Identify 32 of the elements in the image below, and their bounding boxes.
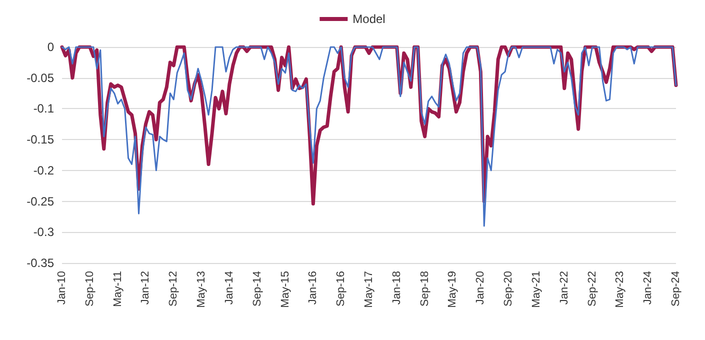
- x-tick-label: Sep-12: [168, 271, 180, 306]
- x-tick-label: May-13: [196, 271, 208, 308]
- x-tick-label: Sep-14: [251, 271, 264, 306]
- x-tick-label: May-21: [530, 271, 542, 308]
- y-tick-label: -0.05: [26, 70, 54, 85]
- x-tick-label: Jan-10: [56, 271, 68, 305]
- x-tick-label: Jan-12: [140, 271, 152, 305]
- x-tick-label: Jan-18: [390, 271, 403, 305]
- x-tick-label: May-15: [279, 271, 292, 308]
- x-tick-label: Sep-18: [418, 271, 431, 306]
- x-tick-label: Jan-24: [642, 271, 654, 305]
- x-tick-label: May-11: [112, 271, 124, 307]
- x-tick-label: Sep-24: [670, 271, 682, 306]
- x-tick-label: May-23: [614, 271, 626, 308]
- x-tick-label: Jan-20: [474, 271, 487, 305]
- x-tick-label: May-19: [446, 271, 459, 308]
- x-tick-label: May-17: [363, 271, 375, 308]
- x-tick-label: Sep-10: [84, 271, 96, 306]
- y-tick-label: -0.35: [26, 256, 54, 270]
- legend-label: Model: [352, 12, 386, 26]
- x-tick-label: Jan-14: [223, 271, 236, 305]
- y-tick-label: -0.2: [33, 163, 54, 178]
- y-tick-label: 0: [47, 40, 54, 54]
- x-tick-label: Sep-20: [502, 271, 515, 306]
- y-tick-label: -0.25: [26, 194, 54, 208]
- y-tick-label: -0.1: [33, 102, 54, 116]
- y-tick-label: -0.3: [33, 225, 54, 240]
- y-tick-label: -0.15: [26, 132, 54, 147]
- x-tick-label: Sep-16: [335, 271, 348, 306]
- x-tick-label: Jan-22: [558, 271, 570, 305]
- x-tick-label: Sep-22: [586, 271, 598, 306]
- x-tick-label: Jan-16: [307, 271, 320, 305]
